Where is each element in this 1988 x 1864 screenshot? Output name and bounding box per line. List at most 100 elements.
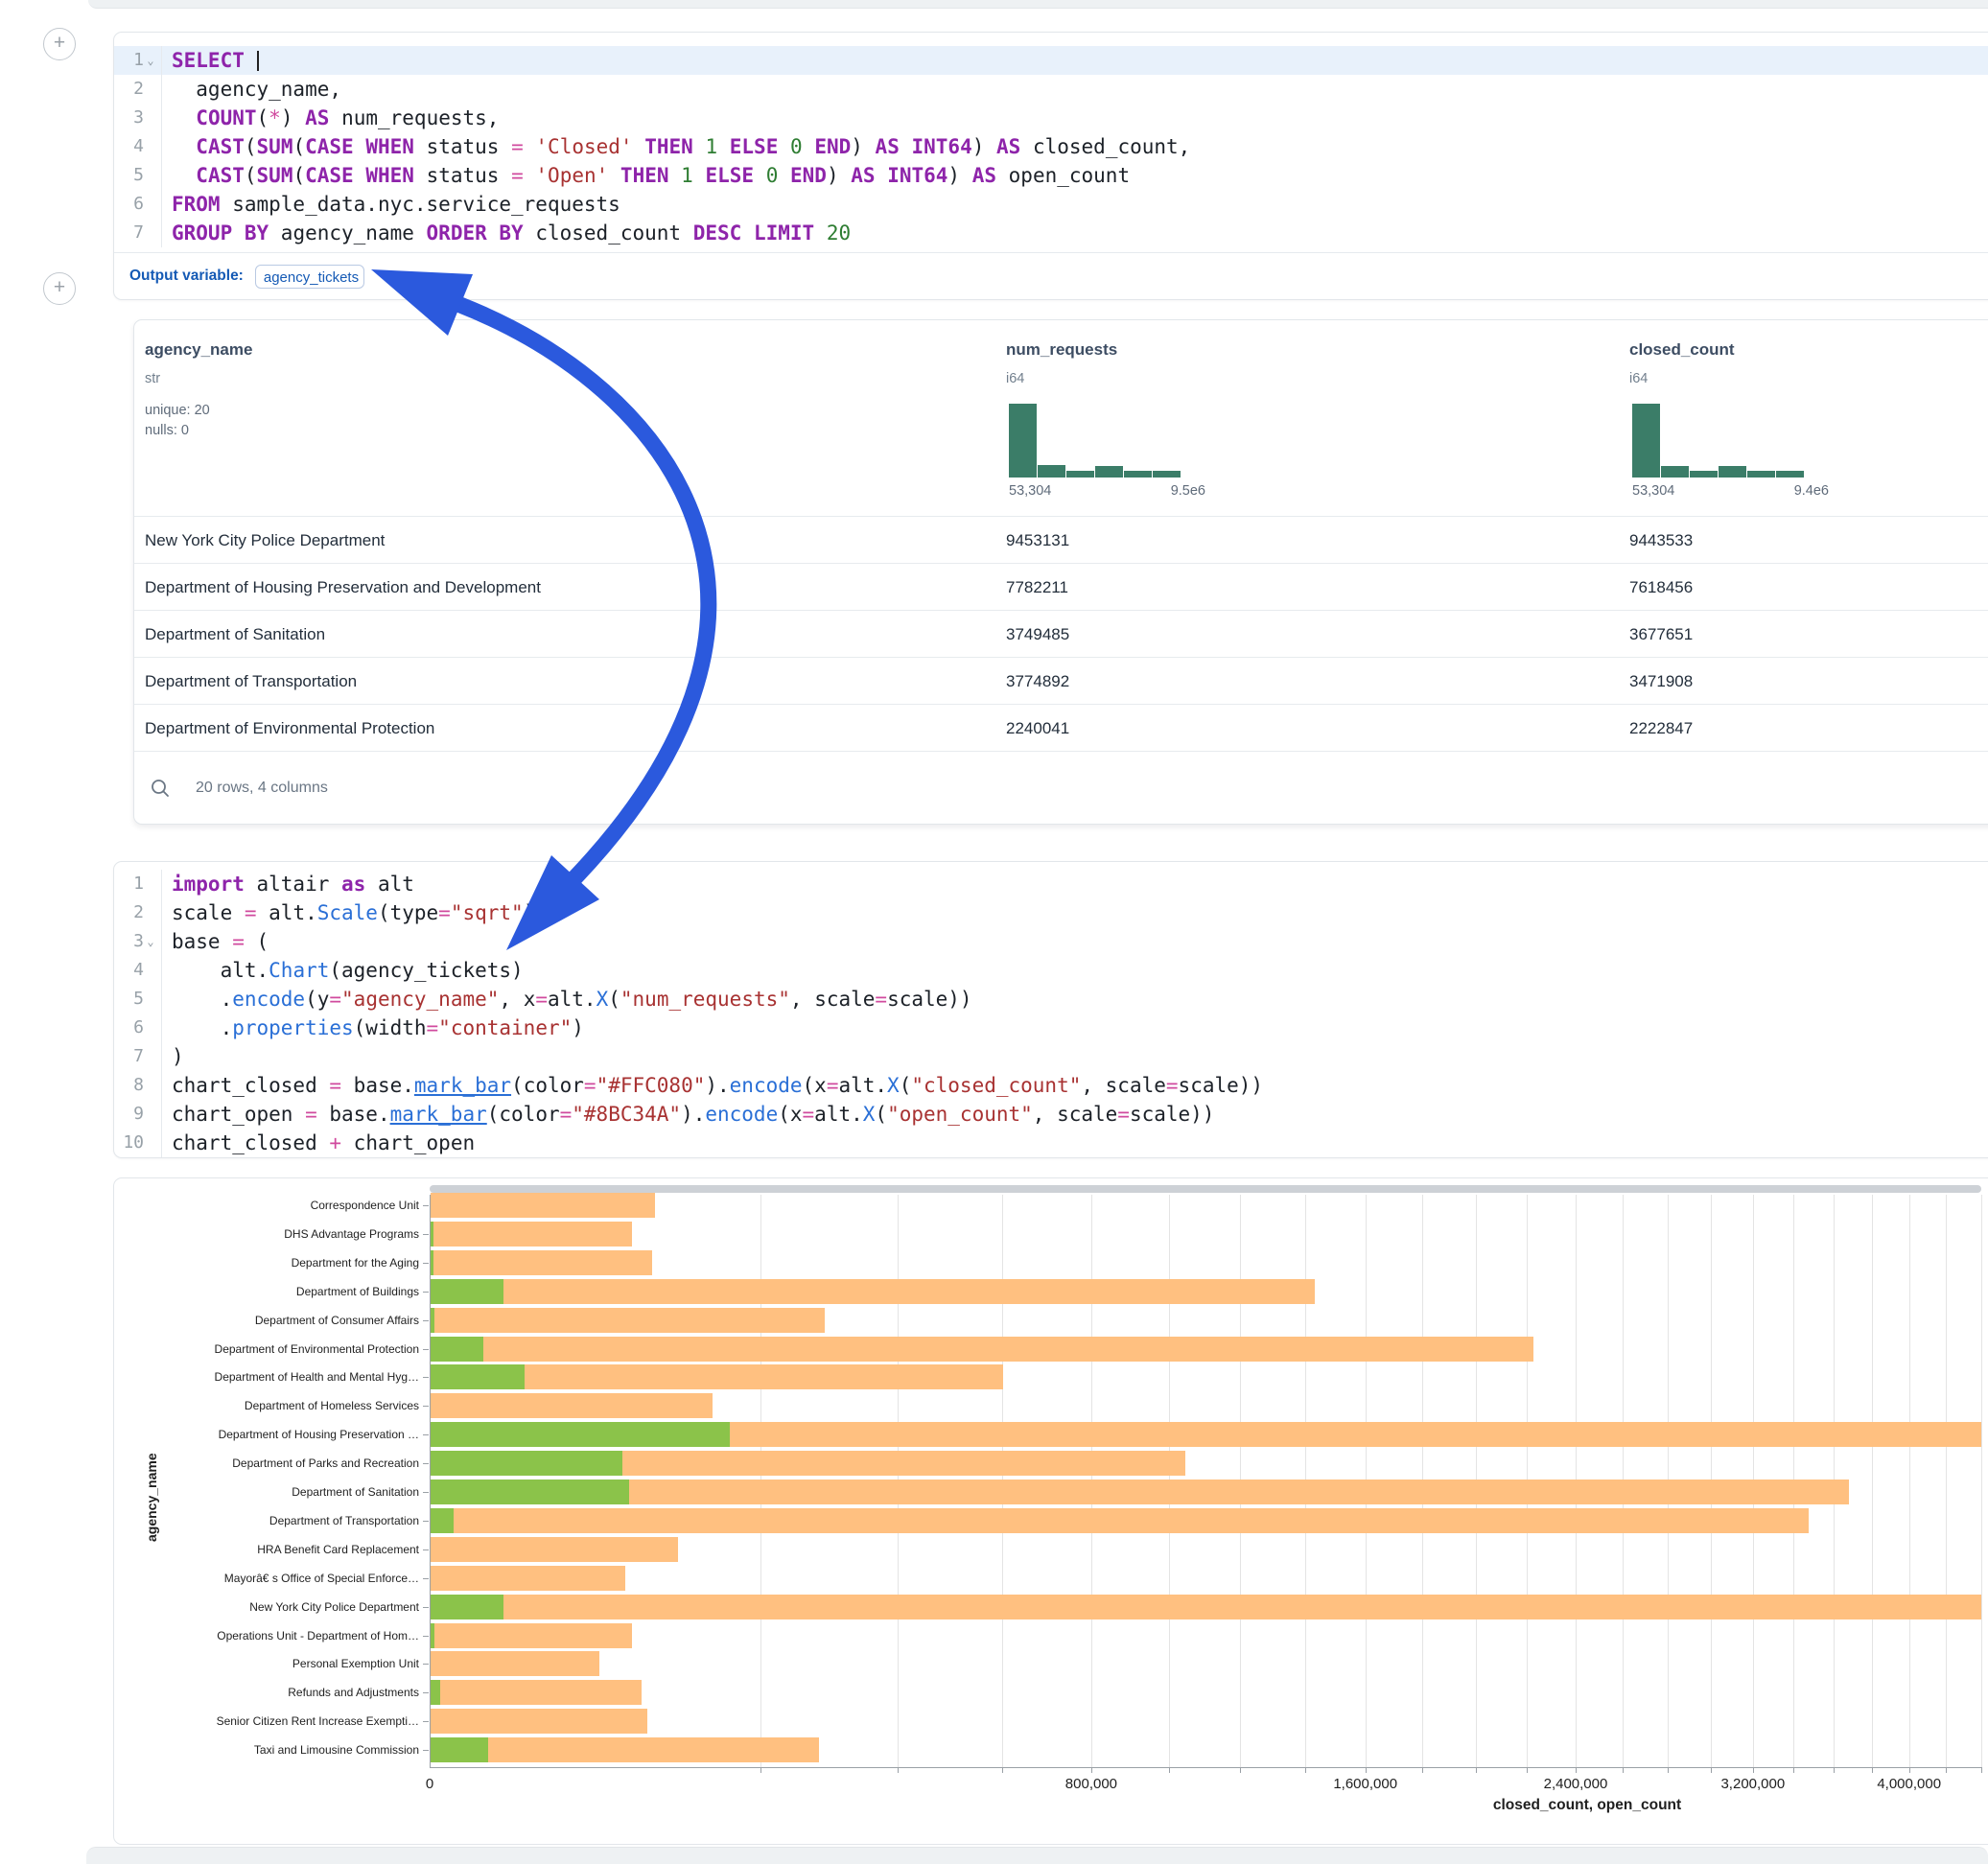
notebook-page: + + 1⌄SELECT 2 agency_name,3 COUNT(*) AS… (0, 0, 1988, 1864)
add-cell-button-middle[interactable]: + (43, 272, 76, 305)
python-line[interactable]: 5 .encode(y="agency_name", x=alt.X("num_… (114, 985, 1988, 1014)
histogram-range-labels: 53,3049.4e6 (1632, 483, 1829, 499)
table-cell: 3749485 (1006, 611, 1069, 658)
python-cell[interactable]: 1import altair as alt2scale = alt.Scale(… (113, 861, 1988, 1158)
column-type: str (145, 371, 160, 386)
bar-open_count[interactable] (431, 1737, 488, 1762)
table-cell: New York City Police Department (145, 517, 385, 564)
python-line[interactable]: 10chart_closed + chart_open (114, 1129, 1988, 1157)
code-text: chart_open = base.mark_bar(color="#8BC34… (162, 1100, 1214, 1129)
bar-open_count[interactable] (431, 1364, 525, 1389)
fold-chevron-icon[interactable]: ⌄ (144, 927, 157, 956)
line-number: 5 (114, 985, 162, 1014)
bar-closed_count[interactable] (431, 1595, 1981, 1619)
bar-closed_count[interactable] (431, 1737, 819, 1762)
bar-closed_count[interactable] (431, 1537, 678, 1562)
table-row[interactable]: Department of Environmental Protection22… (134, 704, 1988, 752)
table-cell: 7618456 (1629, 564, 1693, 611)
code-text: .properties(width="container") (162, 1014, 584, 1042)
code-text: GROUP BY agency_name ORDER BY closed_cou… (162, 219, 851, 247)
bar-open_count[interactable] (431, 1308, 434, 1333)
search-icon[interactable] (150, 778, 171, 799)
bar-open_count[interactable] (431, 1222, 433, 1247)
bar-closed_count[interactable] (431, 1222, 632, 1247)
bar-open_count[interactable] (431, 1623, 434, 1648)
table-row[interactable]: New York City Police Department945313194… (134, 516, 1988, 564)
column-header-closed_count[interactable]: closed_count (1629, 340, 1735, 360)
python-line[interactable]: 6 .properties(width="container") (114, 1014, 1988, 1042)
python-line[interactable]: 3⌄base = ( (114, 927, 1988, 956)
histogram-bar (1009, 404, 1037, 478)
table-row[interactable]: Department of Transportation377489234719… (134, 657, 1988, 705)
add-cell-button-top[interactable]: + (43, 28, 76, 60)
sql-code-editor[interactable]: 1⌄SELECT 2 agency_name,3 COUNT(*) AS num… (114, 46, 1988, 247)
column-stat: unique: 20 (145, 403, 210, 418)
bar-open_count[interactable] (431, 1680, 440, 1705)
histogram-bar (1066, 471, 1094, 478)
code-text: CAST(SUM(CASE WHEN status = 'Closed' THE… (162, 132, 1190, 161)
bar-closed_count[interactable] (431, 1623, 632, 1648)
bar-open_count[interactable] (431, 1508, 454, 1533)
bar-open_count[interactable] (431, 1480, 629, 1504)
code-text: alt.Chart(agency_tickets) (162, 956, 524, 985)
table-row[interactable]: Department of Sanitation37494853677651 (134, 610, 1988, 658)
line-number: 4 (114, 956, 162, 985)
bar-closed_count[interactable] (431, 1480, 1849, 1504)
python-line[interactable]: 9chart_open = base.mark_bar(color="#8BC3… (114, 1100, 1988, 1129)
bar-closed_count[interactable] (431, 1193, 655, 1218)
line-number: 4 (114, 132, 162, 161)
python-line[interactable]: 1import altair as alt (114, 870, 1988, 898)
python-line[interactable]: 4 alt.Chart(agency_tickets) (114, 956, 1988, 985)
histogram-min-label: 53,304 (1009, 483, 1051, 499)
bar-closed_count[interactable] (431, 1566, 625, 1591)
bar-closed_count[interactable] (431, 1250, 652, 1275)
bar-open_count[interactable] (431, 1337, 483, 1362)
column-stat: nulls: 0 (145, 423, 189, 438)
bar-open_count[interactable] (431, 1250, 433, 1275)
bar-closed_count[interactable] (431, 1709, 647, 1734)
sql-line[interactable]: 5 CAST(SUM(CASE WHEN status = 'Open' THE… (114, 161, 1988, 190)
column-header-agency_name[interactable]: agency_name (145, 340, 252, 360)
histogram-bar (1632, 404, 1660, 478)
sql-line[interactable]: 3 COUNT(*) AS num_requests, (114, 104, 1988, 132)
table-footer: 20 rows, 4 columns (134, 751, 1988, 824)
table-cell: 9453131 (1006, 517, 1069, 564)
column-histogram (1632, 404, 1807, 478)
bar-open_count[interactable] (431, 1595, 503, 1619)
python-code-editor[interactable]: 1import altair as alt2scale = alt.Scale(… (114, 870, 1988, 1157)
bar-closed_count[interactable] (431, 1651, 599, 1676)
bar-closed_count[interactable] (431, 1508, 1809, 1533)
output-variable-label: Output variable: (129, 268, 244, 285)
line-number: 1⌄ (114, 46, 162, 75)
sql-line[interactable]: 6FROM sample_data.nyc.service_requests (114, 190, 1988, 219)
bar-open_count[interactable] (431, 1279, 503, 1304)
line-number: 7 (114, 219, 162, 247)
line-number: 3 (114, 104, 162, 132)
sql-cell[interactable]: 1⌄SELECT 2 agency_name,3 COUNT(*) AS num… (113, 32, 1988, 300)
bar-closed_count[interactable] (431, 1393, 713, 1418)
line-number: 10 (114, 1129, 162, 1157)
python-line[interactable]: 8chart_closed = base.mark_bar(color="#FF… (114, 1071, 1988, 1100)
bar-closed_count[interactable] (431, 1308, 825, 1333)
table-row[interactable]: Department of Housing Preservation and D… (134, 563, 1988, 611)
sql-line[interactable]: 7GROUP BY agency_name ORDER BY closed_co… (114, 219, 1988, 247)
output-variable-pill[interactable]: agency_tickets (255, 265, 364, 289)
column-histogram (1009, 404, 1183, 478)
sql-line[interactable]: 2 agency_name, (114, 75, 1988, 104)
bar-open_count[interactable] (431, 1451, 622, 1476)
histogram-bar (1124, 471, 1152, 478)
column-header-num_requests[interactable]: num_requests (1006, 340, 1117, 360)
table-cell: Department of Transportation (145, 658, 357, 705)
sql-line[interactable]: 1⌄SELECT (114, 46, 1988, 75)
bar-closed_count[interactable] (431, 1680, 642, 1705)
bar-open_count[interactable] (431, 1422, 730, 1447)
python-line[interactable]: 7) (114, 1042, 1988, 1071)
histogram-bar (1776, 471, 1804, 478)
python-line[interactable]: 2scale = alt.Scale(type="sqrt") (114, 898, 1988, 927)
fold-chevron-icon[interactable]: ⌄ (144, 46, 157, 75)
bar-closed_count[interactable] (431, 1337, 1533, 1362)
sql-line[interactable]: 4 CAST(SUM(CASE WHEN status = 'Closed' T… (114, 132, 1988, 161)
bar-closed_count[interactable] (431, 1279, 1315, 1304)
code-text: .encode(y="agency_name", x=alt.X("num_re… (162, 985, 972, 1014)
line-number: 5 (114, 161, 162, 190)
